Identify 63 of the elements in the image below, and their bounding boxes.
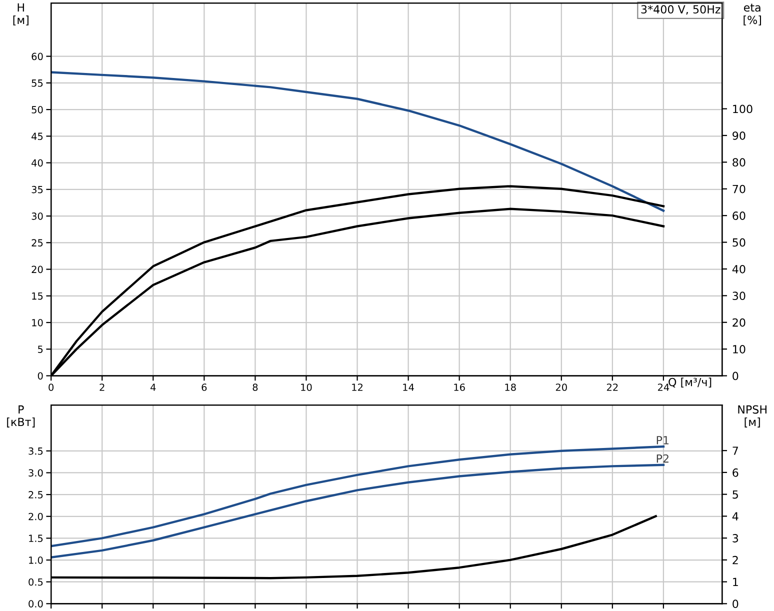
x-tick-label: 14 [403, 384, 414, 391]
y-tick-label: 45 [32, 132, 43, 140]
y2-tick-label: 4 [732, 512, 738, 520]
y2-axis-title: NPSH [м] [738, 405, 766, 428]
y2-tick-label: 50 [732, 238, 746, 247]
x-tick-label: 20 [556, 384, 567, 391]
y2-tick-label: 6 [732, 468, 738, 477]
y-tick-label: 1.5 [29, 534, 43, 542]
y2-tick-label: 60 [732, 212, 746, 220]
y2-tick-label: 20 [732, 318, 746, 327]
y-tick-label: 25 [32, 239, 43, 246]
y-tick-label: 0.5 [28, 578, 43, 586]
series-label: P2 [656, 454, 668, 463]
y-tick-label: 3.0 [28, 469, 43, 477]
series-label: P1 [656, 436, 669, 444]
x-tick-label: 6 [202, 384, 207, 391]
y2-tick-label: 30 [732, 292, 746, 300]
y-tick-label: 2.5 [28, 491, 43, 498]
y2-tick-label: 0 [732, 372, 738, 380]
x-tick-label: 10 [301, 384, 312, 391]
y-tick-label: 15 [32, 292, 43, 300]
y-tick-label: 2.0 [28, 512, 43, 520]
x-tick-label: 16 [454, 384, 465, 391]
y-tick-label: 30 [32, 212, 43, 220]
y2-tick-label: 80 [732, 158, 746, 167]
y-axis-title: P [кВт] [7, 405, 35, 428]
y2-tick-label: 2 [732, 556, 738, 564]
annotation: 3*400 V, 50Hz [641, 5, 720, 15]
x-tick-label: 4 [150, 384, 156, 391]
y-tick-label: 40 [32, 159, 43, 167]
y-tick-label: 10 [32, 319, 43, 326]
y2-tick-label: 10 [733, 345, 746, 354]
y-tick-label: 50 [32, 106, 43, 114]
y2-tick-label: 3 [732, 534, 738, 542]
x-tick-label: 2 [100, 384, 104, 391]
line-series [51, 71, 665, 212]
line-series [51, 464, 665, 559]
y-tick-label: 20 [32, 266, 43, 274]
y2-tick-label: 40 [732, 264, 746, 274]
y-tick-label: 0.0 [28, 600, 43, 608]
y2-axis-title: eta [%] [744, 4, 761, 26]
y2-tick-label: 70 [732, 184, 746, 194]
y-axis-title: H [м] [13, 3, 28, 26]
y-tick-label: 55 [32, 80, 43, 87]
y2-tick-label: 7 [732, 446, 738, 455]
y-tick-label: 60 [32, 52, 43, 60]
y-tick-label: 35 [32, 186, 43, 194]
y2-tick-label: 100 [733, 104, 752, 114]
x-tick-label: 0 [48, 384, 54, 391]
y2-tick-label: 90 [732, 131, 746, 140]
x-tick-label: 8 [252, 384, 258, 391]
x-axis-title: Q [м³/ч] [668, 378, 712, 388]
x-tick-label: 22 [606, 384, 618, 391]
y2-tick-label: 1 [733, 578, 738, 586]
y2-tick-label: 0 [732, 600, 738, 608]
x-tick-label: 18 [505, 384, 516, 391]
x-tick-label: 12 [352, 384, 362, 391]
y2-tick-label: 5 [732, 490, 738, 499]
y-tick-label: 5 [38, 346, 43, 353]
y-tick-label: 3.5 [28, 447, 43, 455]
y-tick-label: 1.0 [29, 556, 43, 564]
y-tick-label: 0 [38, 372, 43, 380]
x-tick-label: 24 [658, 384, 670, 391]
